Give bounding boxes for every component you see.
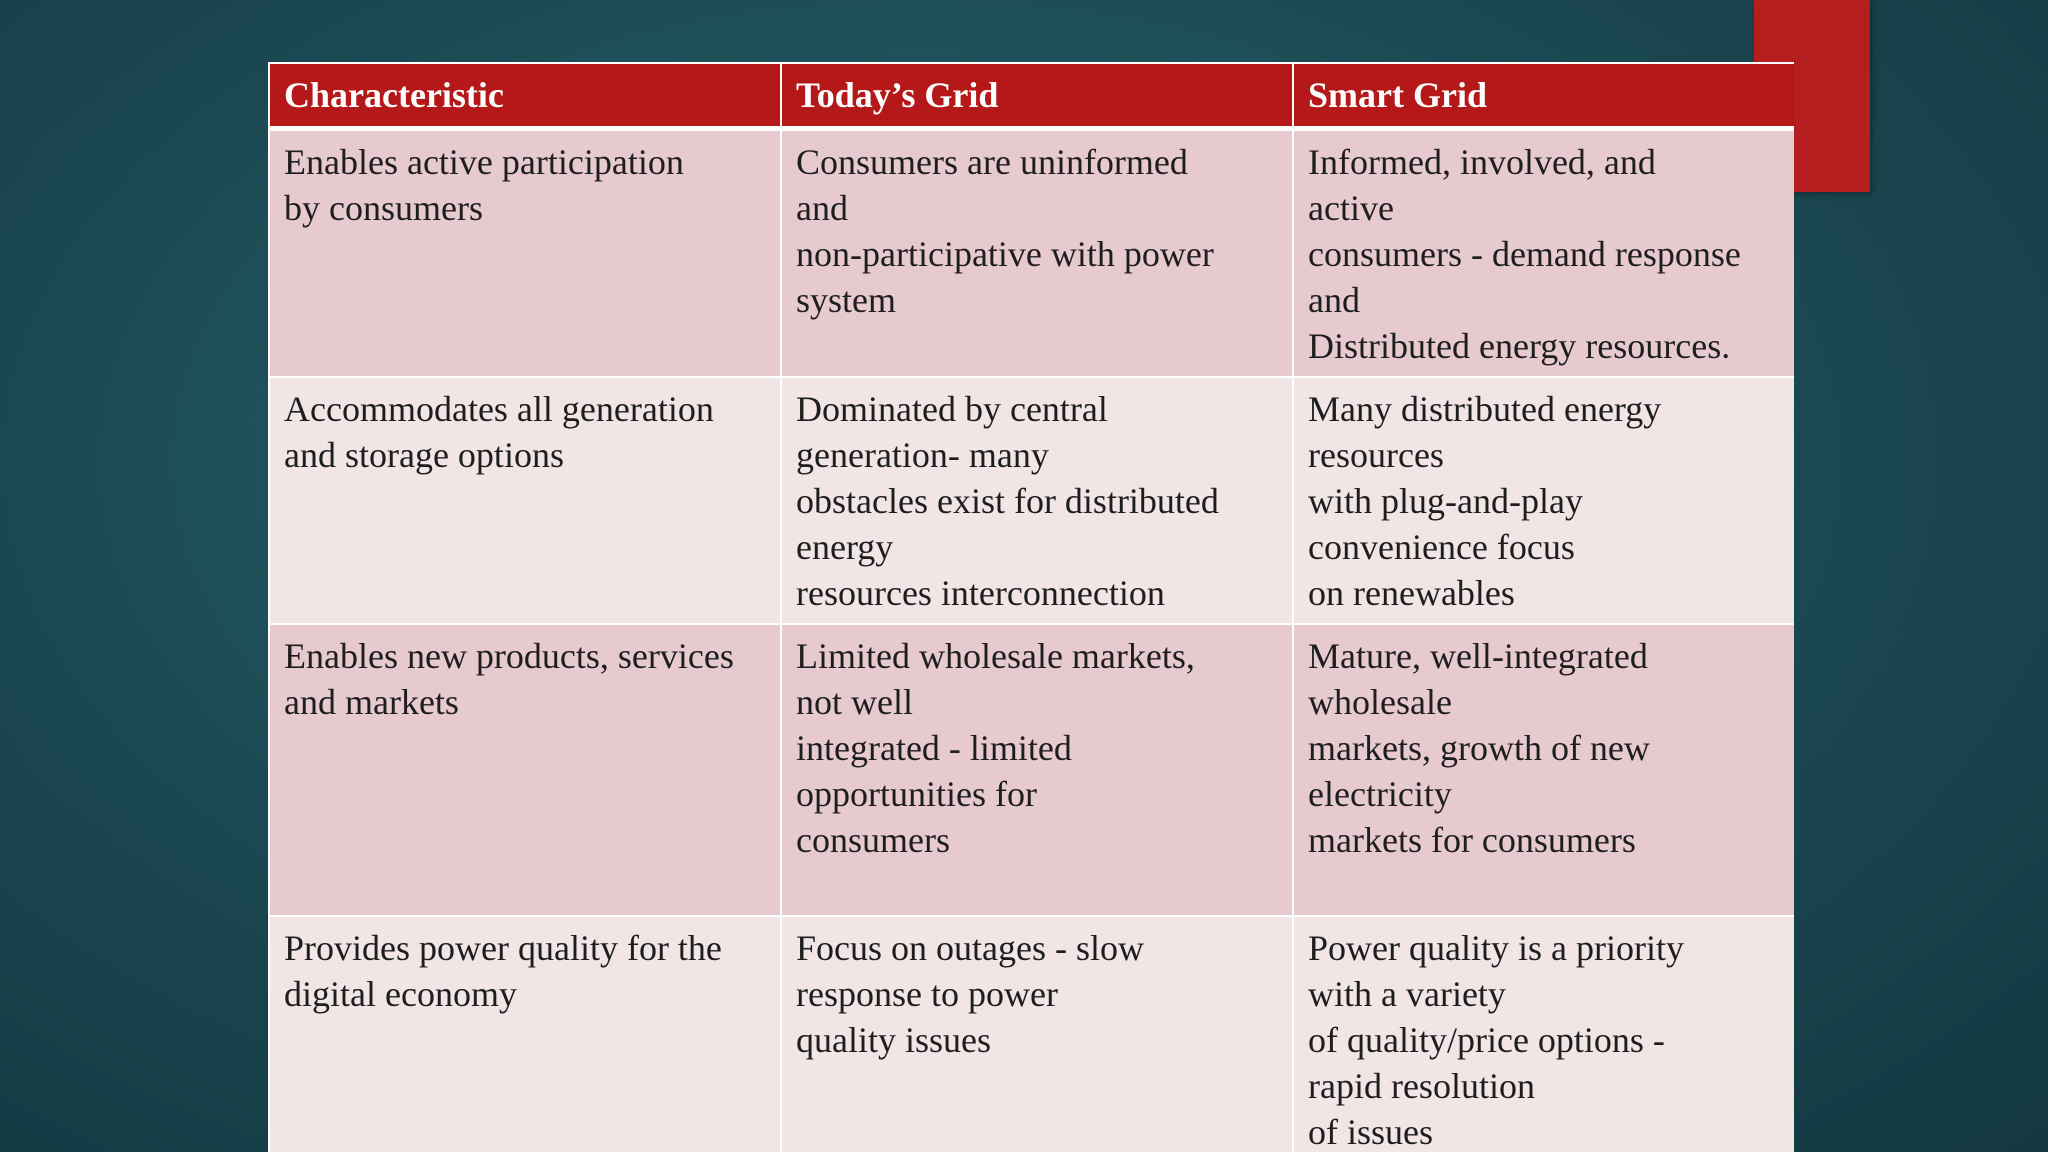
table-row: Accommodates all generation and storage …: [268, 376, 1794, 625]
header-smart-grid: Smart Grid: [1292, 62, 1794, 131]
table-cell: Power quality is a priority with a varie…: [1292, 915, 1794, 1152]
comparison-table: Characteristic Today’s Grid Smart Grid E…: [268, 62, 1794, 1152]
table-cell: Dominated by central generation- many ob…: [780, 376, 1294, 625]
table-row: Provides power quality for the digital e…: [268, 915, 1794, 1152]
header-todays-grid: Today’s Grid: [780, 62, 1294, 131]
table-row: Enables new products, services and marke…: [268, 623, 1794, 917]
table-cell: Enables new products, services and marke…: [268, 623, 782, 917]
table-cell: Limited wholesale markets, not well inte…: [780, 623, 1294, 917]
table-cell: Consumers are uninformed and non-partici…: [780, 127, 1294, 378]
table-cell: Provides power quality for the digital e…: [268, 915, 782, 1152]
table-row: Enables active participation by consumer…: [268, 127, 1794, 378]
table-cell: Focus on outages - slow response to powe…: [780, 915, 1294, 1152]
table-cell: Informed, involved, and active consumers…: [1292, 127, 1794, 378]
comparison-table-container: Characteristic Today’s Grid Smart Grid E…: [268, 62, 1794, 1152]
table-cell: Accommodates all generation and storage …: [268, 376, 782, 625]
header-characteristic: Characteristic: [268, 62, 782, 131]
table-cell: Mature, well-integrated wholesale market…: [1292, 623, 1794, 917]
table-cell: Many distributed energy resources with p…: [1292, 376, 1794, 625]
table-cell: Enables active participation by consumer…: [268, 127, 782, 378]
table-header-row: Characteristic Today’s Grid Smart Grid: [268, 62, 1794, 131]
